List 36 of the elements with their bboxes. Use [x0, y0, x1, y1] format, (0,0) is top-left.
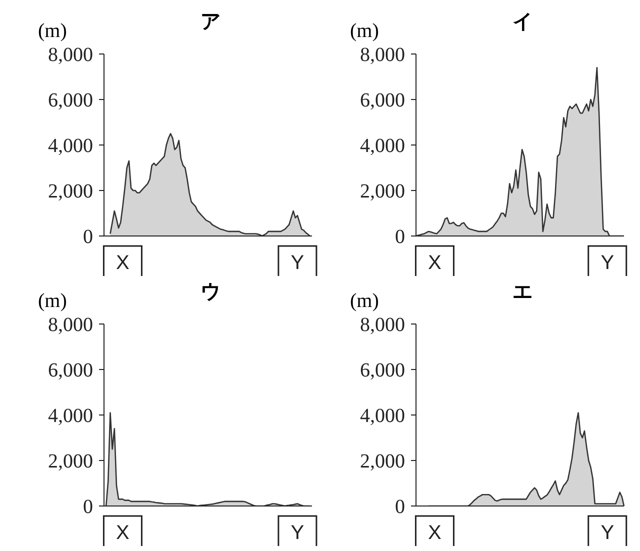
x-tick-label: X: [116, 522, 130, 544]
y-tick-label: 2,000: [360, 450, 405, 472]
y-tick-label: 8,000: [48, 44, 93, 66]
y-tick-label: 6,000: [48, 360, 93, 382]
y-tick-label: 4,000: [48, 135, 93, 157]
y-tick-label: 4,000: [48, 405, 93, 427]
y-axis-title: (m): [350, 290, 379, 313]
y-tick-label: 4,000: [360, 405, 405, 427]
y-tick-label: 0: [83, 496, 93, 518]
x-tick-label: Y: [290, 252, 304, 274]
y-tick-label: 6,000: [360, 90, 405, 112]
y-axis-title: (m): [38, 20, 67, 43]
y-tick-label: 0: [83, 226, 93, 248]
y-axis-title: (m): [350, 20, 379, 43]
x-tick-label: X: [428, 252, 442, 274]
y-tick-label: 4,000: [360, 135, 405, 157]
y-tick-label: 2,000: [48, 180, 93, 202]
y-tick-label: 8,000: [360, 44, 405, 66]
y-axis-title: (m): [38, 290, 67, 313]
chart-title: イ: [512, 8, 534, 35]
y-tick-label: 8,000: [360, 314, 405, 336]
x-tick-label: X: [428, 522, 442, 544]
x-tick-label: Y: [600, 252, 614, 274]
y-tick-label: 6,000: [48, 90, 93, 112]
y-tick-label: 6,000: [360, 360, 405, 382]
y-tick-label: 8,000: [48, 314, 93, 336]
y-tick-label: 0: [395, 496, 405, 518]
y-tick-label: 2,000: [48, 450, 93, 472]
x-tick-label: X: [116, 252, 130, 274]
x-tick-label: Y: [290, 522, 304, 544]
chart-title: ア: [200, 8, 222, 35]
y-tick-label: 0: [395, 226, 405, 248]
x-tick-label: Y: [600, 522, 614, 544]
chart-title: ウ: [200, 278, 222, 305]
y-tick-label: 2,000: [360, 180, 405, 202]
chart-title: エ: [512, 278, 534, 305]
